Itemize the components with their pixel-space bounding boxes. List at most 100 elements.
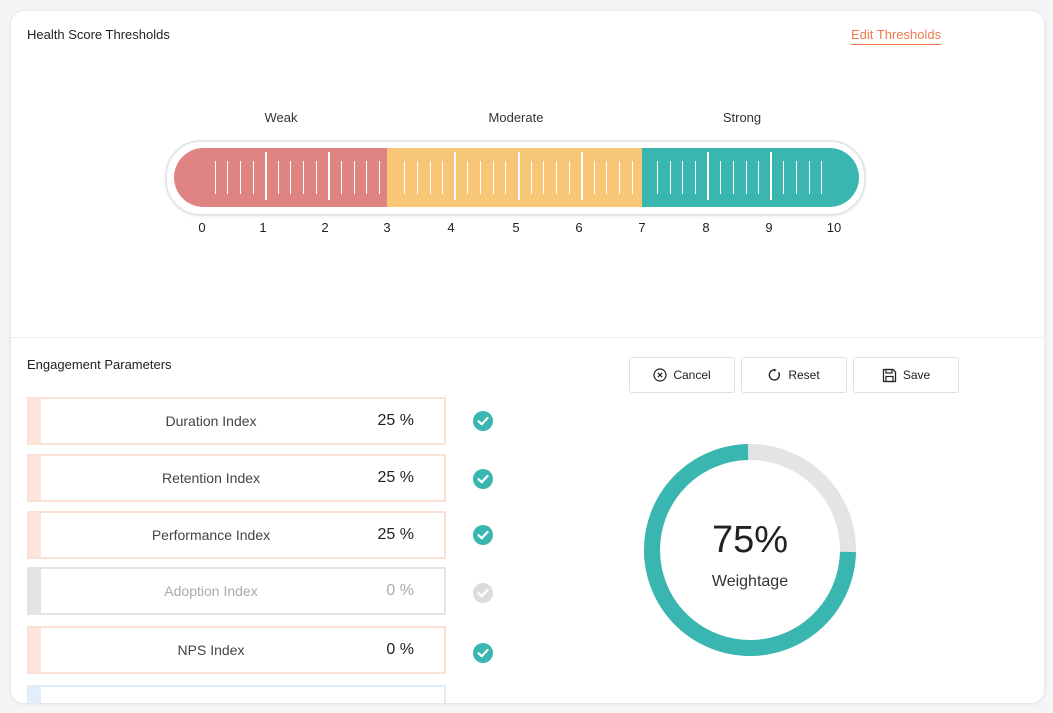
save-button-label: Save	[902, 368, 931, 382]
param-row-duration[interactable]: Duration Index 25 %	[27, 397, 446, 445]
minor-tick	[808, 161, 810, 194]
band-label-weak: Weak	[264, 110, 298, 125]
minor-tick	[555, 161, 557, 194]
check-circle-icon[interactable]	[472, 524, 494, 546]
reset-button[interactable]: Reset	[741, 357, 847, 393]
reset-icon	[768, 368, 781, 381]
param-stripe	[29, 569, 41, 613]
scale-number: 10	[826, 220, 842, 235]
param-name: Adoption Index	[164, 583, 258, 599]
thresholds-title: Health Score Thresholds	[27, 27, 170, 42]
param-value[interactable]: 0 %	[386, 641, 414, 658]
param-value[interactable]: 25 %	[377, 469, 414, 486]
save-icon	[882, 368, 896, 382]
minor-tick	[277, 161, 279, 194]
minor-tick	[416, 161, 418, 194]
minor-tick	[631, 161, 633, 194]
scale-number: 2	[321, 220, 329, 235]
band-label-moderate: Moderate	[488, 110, 544, 125]
minor-tick	[657, 161, 659, 194]
minor-tick	[239, 161, 241, 194]
reset-button-label: Reset	[788, 368, 820, 382]
param-row-retention[interactable]: Retention Index 25 %	[27, 454, 446, 502]
check-circle-icon[interactable]	[472, 642, 494, 664]
save-button[interactable]: Save	[853, 357, 959, 393]
minor-tick	[530, 161, 532, 194]
cancel-button-label: Cancel	[673, 368, 711, 382]
param-stripe	[29, 513, 41, 557]
scale-number: 3	[383, 220, 391, 235]
minor-tick	[783, 161, 785, 194]
cancel-button[interactable]: Cancel	[629, 357, 735, 393]
param-value[interactable]: 25 %	[377, 526, 414, 543]
scale-number: 6	[575, 220, 583, 235]
donut-arc	[644, 444, 856, 656]
weightage-value: 75%	[711, 519, 789, 561]
param-row-nps[interactable]: NPS Index 0 %	[27, 626, 446, 674]
param-stripe	[29, 456, 41, 500]
minor-tick	[467, 161, 469, 194]
param-name: Performance Index	[151, 527, 271, 543]
engagement-title: Engagement Parameters	[27, 357, 172, 372]
minor-tick	[720, 161, 722, 194]
minor-tick	[732, 161, 734, 194]
minor-tick	[429, 161, 431, 194]
param-row-adoption[interactable]: Adoption Index 0 %	[27, 567, 446, 615]
minor-tick	[492, 161, 494, 194]
minor-tick	[341, 161, 343, 194]
param-name: Retention Index	[161, 470, 261, 486]
check-circle-icon-disabled[interactable]	[472, 582, 494, 604]
threshold-segment-strong[interactable]	[642, 148, 859, 207]
major-tick	[770, 152, 773, 200]
minor-tick	[758, 161, 760, 194]
major-tick	[327, 152, 330, 200]
param-stripe	[29, 687, 41, 703]
minor-tick	[543, 161, 545, 194]
close-circle-icon	[653, 368, 667, 382]
major-tick	[517, 152, 520, 200]
param-value[interactable]: 0 %	[386, 582, 414, 599]
minor-tick	[745, 161, 747, 194]
edit-thresholds-link[interactable]: Edit Thresholds	[851, 27, 942, 45]
minor-tick	[442, 161, 444, 194]
minor-tick	[290, 161, 292, 194]
minor-tick	[252, 161, 254, 194]
minor-tick	[682, 161, 684, 194]
check-circle-icon[interactable]	[472, 468, 494, 490]
minor-tick	[480, 161, 482, 194]
scale-number: 1	[259, 220, 267, 235]
weightage-caption: Weightage	[711, 573, 789, 590]
minor-tick	[821, 161, 823, 194]
minor-tick	[404, 161, 406, 194]
check-circle-icon[interactable]	[472, 410, 494, 432]
scale-number: 5	[512, 220, 520, 235]
major-tick	[264, 152, 267, 200]
scale-number: 0	[198, 220, 206, 235]
scale-number: 4	[447, 220, 455, 235]
minor-tick	[303, 161, 305, 194]
scale-number: 8	[702, 220, 710, 235]
minor-tick	[593, 161, 595, 194]
major-tick	[707, 152, 710, 200]
major-tick	[580, 152, 583, 200]
param-name: NPS Index	[177, 642, 245, 658]
band-label-strong: Strong	[722, 110, 762, 125]
param-row-performance[interactable]: Performance Index 25 %	[27, 511, 446, 559]
minor-tick	[694, 161, 696, 194]
minor-tick	[214, 161, 216, 194]
major-tick	[454, 152, 457, 200]
param-value[interactable]: 25 %	[377, 412, 414, 429]
threshold-segment-weak[interactable]	[174, 148, 387, 207]
minor-tick	[353, 161, 355, 194]
param-row-partial[interactable]	[27, 685, 446, 703]
minor-tick	[619, 161, 621, 194]
param-name: Duration Index	[165, 413, 257, 429]
weightage-donut	[644, 444, 856, 656]
param-stripe	[29, 399, 41, 443]
minor-tick	[505, 161, 507, 194]
param-stripe	[29, 628, 41, 672]
scale-number: 7	[638, 220, 646, 235]
minor-tick	[796, 161, 798, 194]
threshold-segment-moderate[interactable]	[387, 148, 642, 207]
minor-tick	[378, 161, 380, 194]
